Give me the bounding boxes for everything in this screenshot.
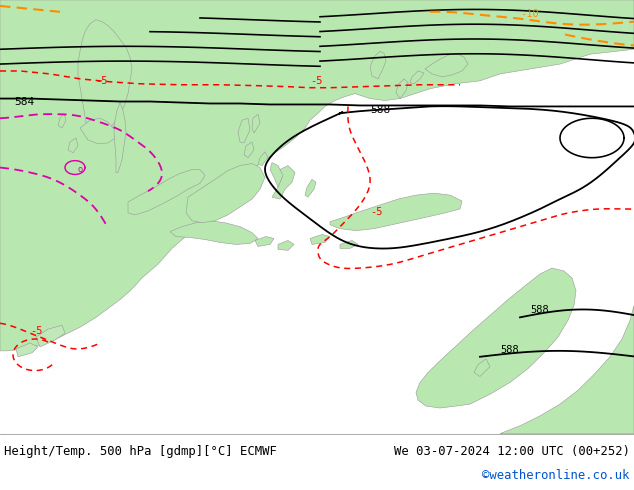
Polygon shape	[0, 0, 634, 351]
Polygon shape	[416, 268, 576, 408]
Polygon shape	[16, 343, 38, 357]
Polygon shape	[36, 325, 65, 347]
Polygon shape	[370, 51, 386, 79]
Polygon shape	[68, 138, 78, 153]
Text: ©weatheronline.co.uk: ©weatheronline.co.uk	[482, 469, 630, 483]
Polygon shape	[340, 241, 358, 248]
Polygon shape	[58, 113, 66, 128]
Text: Height/Temp. 500 hPa [gdmp][°C] ECMWF: Height/Temp. 500 hPa [gdmp][°C] ECMWF	[4, 445, 277, 458]
Text: 588: 588	[500, 345, 519, 355]
Text: -5: -5	[95, 76, 108, 86]
Text: 584: 584	[14, 97, 34, 106]
Polygon shape	[272, 166, 295, 199]
Polygon shape	[396, 79, 408, 98]
Polygon shape	[186, 164, 265, 223]
Text: -10: -10	[520, 9, 539, 19]
Polygon shape	[78, 20, 132, 138]
Polygon shape	[330, 193, 462, 231]
Text: 588: 588	[530, 305, 549, 316]
Polygon shape	[170, 221, 258, 245]
Polygon shape	[474, 359, 490, 376]
Polygon shape	[114, 102, 126, 172]
Polygon shape	[252, 114, 260, 133]
Polygon shape	[410, 71, 424, 84]
Text: We 03-07-2024 12:00 UTC (00+252): We 03-07-2024 12:00 UTC (00+252)	[394, 445, 630, 458]
Text: -5: -5	[310, 76, 323, 86]
Polygon shape	[278, 241, 294, 250]
Polygon shape	[310, 235, 330, 245]
Polygon shape	[500, 306, 634, 434]
Polygon shape	[270, 163, 283, 187]
Polygon shape	[305, 179, 316, 197]
Polygon shape	[255, 237, 274, 246]
Polygon shape	[425, 53, 468, 77]
Polygon shape	[238, 118, 250, 143]
Polygon shape	[258, 152, 268, 166]
Text: 588: 588	[370, 105, 391, 115]
Text: -5: -5	[370, 207, 382, 217]
Text: -5: -5	[30, 326, 42, 336]
Polygon shape	[80, 118, 115, 144]
Polygon shape	[128, 170, 205, 215]
Text: o: o	[77, 165, 82, 174]
Polygon shape	[244, 142, 254, 158]
